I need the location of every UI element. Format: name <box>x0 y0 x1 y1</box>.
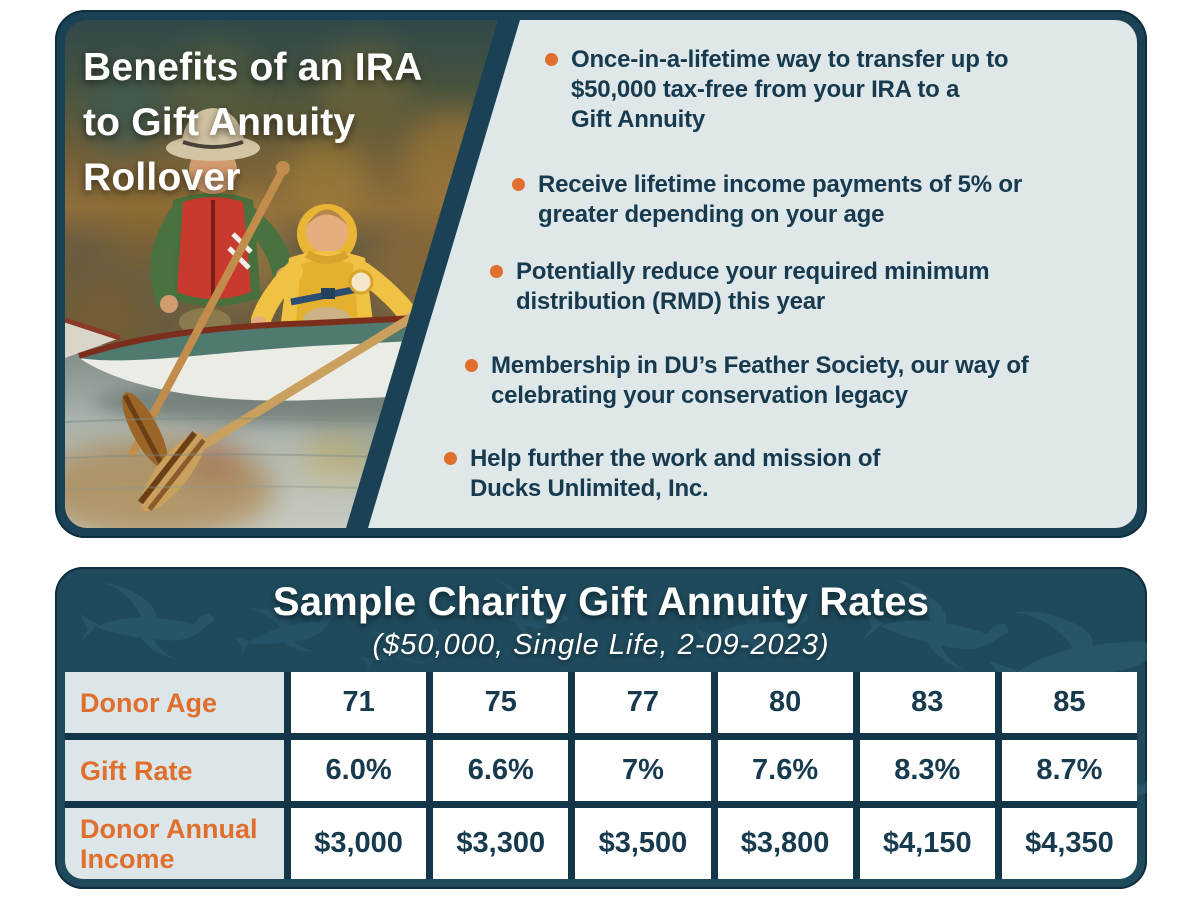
rates-card: Sample Charity Gift Annuity Rates ($50,0… <box>55 567 1147 889</box>
bullet-dot-icon <box>444 452 457 465</box>
bullet-text: Potentially reduce your required minimum… <box>516 258 990 315</box>
table-cell: $3,500 <box>575 808 711 879</box>
bullet-text: Once-in-a-lifetime way to transfer up to… <box>571 46 1009 133</box>
table-cell: $4,350 <box>1001 808 1137 879</box>
rates-subtitle: ($50,000, Single Life, 2-09-2023) <box>372 629 830 661</box>
bullet-dot-icon <box>512 178 525 191</box>
page-title: Benefits of an IRA to Gift Annuity Rollo… <box>83 46 423 199</box>
table-cell: 85 <box>1001 672 1137 733</box>
table-cell: 77 <box>575 672 711 733</box>
bullet-text: Help further the work and mission of Duc… <box>470 445 881 502</box>
list-item: Once-in-a-lifetime way to transfer up to… <box>545 45 1009 135</box>
rates-table: Donor Age 71 75 77 80 83 85 Gift Rate 6.… <box>65 672 1137 879</box>
table-cell: 6.6% <box>433 740 569 801</box>
list-item: Membership in DU’s Feather Society, our … <box>465 351 1029 411</box>
table-cell: 71 <box>291 672 427 733</box>
table-cell: 7% <box>575 740 711 801</box>
list-item: Receive lifetime income payments of 5% o… <box>512 170 1022 230</box>
table-cell: 6.0% <box>291 740 427 801</box>
table-cell: 7.6% <box>717 740 853 801</box>
row-label-gift-rate: Gift Rate <box>65 740 284 801</box>
benefits-card-inner: Benefits of an IRA to Gift Annuity Rollo… <box>65 20 1137 528</box>
bullet-text: Membership in DU’s Feather Society, our … <box>491 352 1029 409</box>
table-cell: $3,000 <box>291 808 427 879</box>
table-cell: 83 <box>859 672 995 733</box>
row-label-donor-annual-income: Donor Annual Income <box>65 808 284 879</box>
table-cell: $3,300 <box>433 808 569 879</box>
row-label-donor-age: Donor Age <box>65 672 284 733</box>
rates-title: Sample Charity Gift Annuity Rates <box>272 580 930 624</box>
bullet-dot-icon <box>465 359 478 372</box>
bullet-dot-icon <box>545 53 558 66</box>
list-item: Help further the work and mission of Duc… <box>444 444 880 504</box>
bullet-text: Receive lifetime income payments of 5% o… <box>538 171 1022 228</box>
table-cell: 8.7% <box>1001 740 1137 801</box>
rates-header: Sample Charity Gift Annuity Rates ($50,0… <box>55 580 1147 662</box>
table-cell: $3,800 <box>717 808 853 879</box>
table-cell: $4,150 <box>859 808 995 879</box>
benefits-card: Benefits of an IRA to Gift Annuity Rollo… <box>55 10 1147 538</box>
table-cell: 8.3% <box>859 740 995 801</box>
table-cell: 75 <box>433 672 569 733</box>
bullet-dot-icon <box>490 265 503 278</box>
table-cell: 80 <box>717 672 853 733</box>
list-item: Potentially reduce your required minimum… <box>490 257 990 317</box>
